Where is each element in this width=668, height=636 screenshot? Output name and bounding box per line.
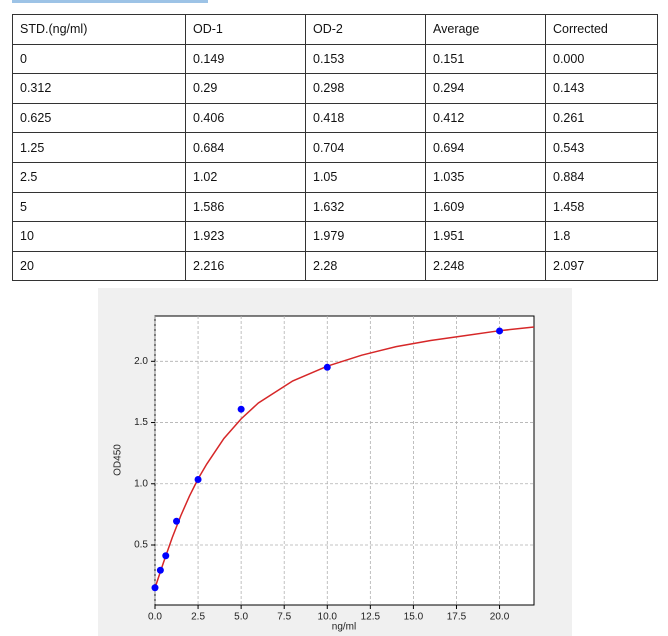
table-cell: 0.261 bbox=[545, 102, 658, 134]
x-tick-label: 15.0 bbox=[404, 612, 424, 623]
table-cell: 0.418 bbox=[305, 102, 426, 134]
data-point bbox=[162, 552, 170, 560]
table-cell: 0.406 bbox=[185, 102, 306, 134]
data-table: STD.(ng/ml) OD-1 OD-2 Average Corrected 0 0.14… bbox=[12, 14, 658, 282]
table-row: 0.625 0.406 0.418 0.412 0.261 bbox=[12, 102, 658, 134]
table-cell: 0.412 bbox=[425, 102, 546, 134]
table-cell: 0.149 bbox=[185, 43, 306, 75]
table-cell: 2.28 bbox=[305, 250, 426, 282]
header-row: STD.(ng/ml) OD-1 OD-2 Average Corrected bbox=[12, 14, 658, 45]
table-row: 2.5 1.02 1.05 1.035 0.884 bbox=[12, 161, 658, 193]
table-cell: 0.153 bbox=[305, 43, 426, 75]
table-row: 0.312 0.29 0.298 0.294 0.143 bbox=[12, 73, 658, 104]
top-bar bbox=[12, 0, 208, 3]
data-point bbox=[194, 475, 202, 483]
table-cell: 1.035 bbox=[425, 161, 546, 193]
x-tick-label: 2.5 bbox=[191, 612, 205, 623]
table-cell: STD.(ng/ml) bbox=[12, 14, 186, 45]
table-cell: 1.609 bbox=[425, 191, 546, 223]
data-point bbox=[496, 327, 504, 335]
x-tick-label: 20.0 bbox=[490, 612, 510, 623]
table-cell: OD-2 bbox=[305, 14, 426, 45]
table-cell: 0.29 bbox=[185, 73, 306, 104]
data-point bbox=[151, 584, 159, 592]
y-tick-label: 2.0 bbox=[134, 356, 148, 367]
y-axis-label: OD450 bbox=[113, 444, 124, 476]
x-axis-label: ng/ml bbox=[332, 622, 356, 633]
data-point bbox=[237, 405, 245, 413]
x-tick-label: 12.5 bbox=[361, 612, 381, 623]
table-cell: 10 bbox=[12, 221, 186, 252]
table-cell: OD-1 bbox=[185, 14, 306, 45]
x-tick-label: 7.5 bbox=[277, 612, 291, 623]
plot-area bbox=[154, 315, 535, 606]
table-cell: Corrected bbox=[545, 14, 658, 45]
table-cell: 0.543 bbox=[545, 132, 658, 163]
x-tick-label: 5.0 bbox=[234, 612, 248, 623]
y-tick-label: 1.0 bbox=[134, 478, 148, 489]
data-point bbox=[173, 517, 181, 525]
table-cell: 0.298 bbox=[305, 73, 426, 104]
x-tick-label: 17.5 bbox=[447, 612, 467, 623]
data-point bbox=[323, 363, 331, 371]
table-cell: 1.951 bbox=[425, 221, 546, 252]
table-cell: 2.216 bbox=[185, 250, 306, 282]
y-tick-label: 1.5 bbox=[134, 417, 148, 428]
table-cell: 1.02 bbox=[185, 161, 306, 193]
x-tick-label: 10.0 bbox=[318, 612, 338, 623]
data-point bbox=[156, 566, 164, 574]
table-cell: 0.884 bbox=[545, 161, 658, 193]
table-cell: 0 bbox=[12, 43, 186, 75]
table-cell: 2.5 bbox=[12, 161, 186, 193]
table-row: 20 2.216 2.28 2.248 2.097 bbox=[12, 250, 658, 282]
table-cell: 2.097 bbox=[545, 250, 658, 282]
table-row: 0 0.149 0.153 0.151 0.000 bbox=[12, 43, 658, 75]
table-cell: Average bbox=[425, 14, 546, 45]
y-tick-label: 0.5 bbox=[134, 540, 148, 551]
table-cell: 20 bbox=[12, 250, 186, 282]
table-row: 5 1.586 1.632 1.609 1.458 bbox=[12, 191, 658, 223]
x-tick-label: 0.0 bbox=[148, 612, 162, 623]
